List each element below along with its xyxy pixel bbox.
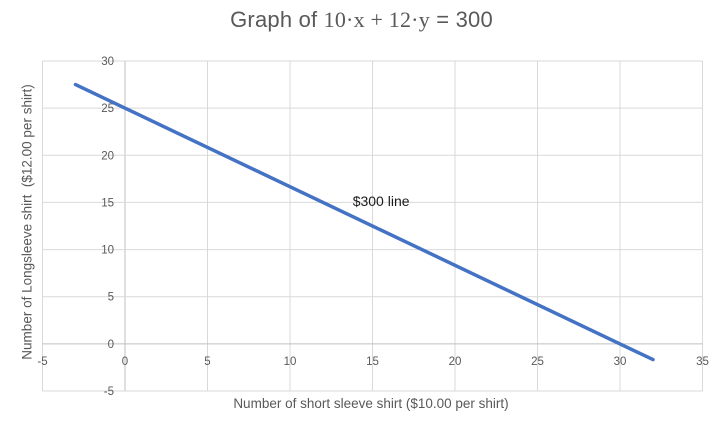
x-tick-label: 35 [696, 356, 709, 368]
y-tick-label: 5 [108, 292, 114, 304]
x-tick-label: 5 [204, 356, 210, 368]
y-tick-label: -5 [104, 386, 114, 398]
chart-title-suffix: = 300 [429, 7, 493, 32]
x-tick-label: 25 [531, 356, 544, 368]
y-tick-label: 20 [101, 150, 114, 162]
x-tick-label: 0 [122, 356, 128, 368]
y-tick-label: 15 [101, 197, 114, 209]
x-tick-label: 10 [284, 356, 297, 368]
chart-title-prefix: Graph of [230, 7, 324, 32]
x-tick-label: 30 [614, 356, 627, 368]
y-tick-label: 25 [101, 103, 114, 115]
x-tick-label: 20 [449, 356, 462, 368]
line-annotation: $300 line [353, 193, 410, 209]
x-axis-title: Number of short sleeve shirt ($10.00 per… [233, 396, 509, 411]
chart-title-equation: 10·x + 12·y [323, 7, 430, 32]
y-axis-title: Number of Longsleeve shirt ($12.00 per s… [19, 84, 35, 360]
x-tick-label: 15 [366, 356, 379, 368]
y-tick-label: 10 [101, 245, 114, 257]
chart-title: Graph of 10·x + 12·y = 300 [0, 7, 723, 33]
y-tick-label: 0 [108, 339, 114, 351]
series-line [73, 82, 655, 362]
y-tick-label: 30 [101, 56, 114, 68]
x-tick-label: -5 [37, 356, 47, 368]
